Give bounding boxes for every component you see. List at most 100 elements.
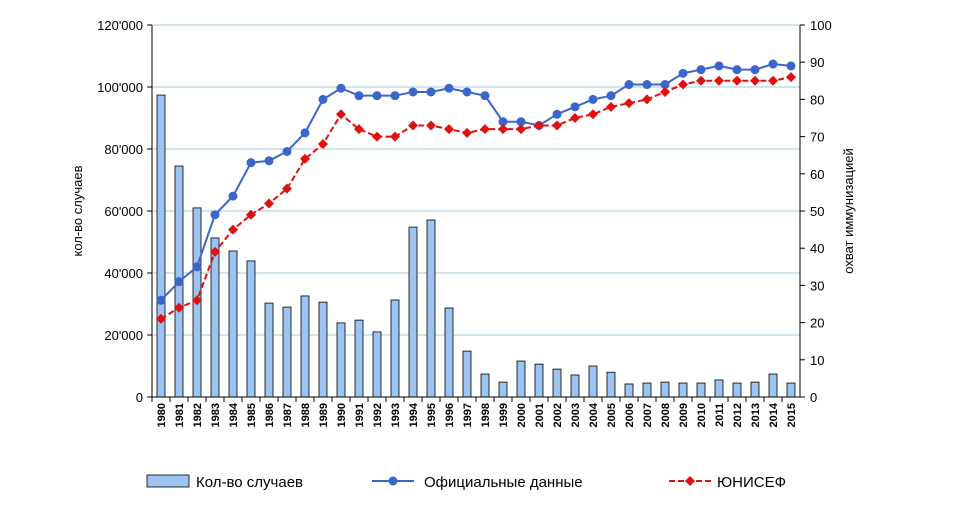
x-tick-label: 1989 [318,403,330,427]
official-point-1982 [192,262,202,272]
x-tick-label: 2013 [750,403,762,427]
official-point-1990 [336,83,346,93]
x-tick-label: 1985 [246,403,258,427]
official-point-1989 [318,94,328,104]
unicef-point-1997 [462,127,472,138]
legend-label-unicef: ЮНИСЕФ [717,474,786,491]
bar-1995 [426,219,436,398]
bar-2010 [696,382,706,398]
y-tick-label: 120'000 [97,18,143,33]
x-tick-label: 1986 [264,403,276,427]
unicef-point-1998 [480,124,490,135]
official-line [160,63,792,301]
x-tick-label: 2004 [588,402,600,427]
x-tick-label: 2012 [732,403,744,427]
bar-2012 [732,382,742,398]
official-point-2015 [786,61,796,71]
x-tick-label: 2003 [570,403,582,427]
unicef-point-2004 [588,109,598,120]
official-point-2013 [750,65,760,75]
x-tick-label: 2005 [606,403,618,427]
bar-1990 [336,322,346,398]
bar-2002 [552,368,562,398]
unicef-point-2005 [606,101,616,112]
bar-1999 [498,381,508,398]
y2-tick-label: 0 [810,390,817,405]
unicef-point-1994 [408,120,418,131]
x-tick-label: 2015 [786,403,798,427]
y-tick-label: 20'000 [104,328,143,343]
official-point-1991 [354,91,364,101]
x-tick-label: 2002 [552,403,564,427]
bar-2000 [516,360,526,398]
axes [147,24,805,402]
official-point-1992 [372,91,382,101]
official-point-1981 [174,277,184,287]
bar-1996 [444,307,454,398]
bar-1984 [228,250,238,398]
legend-bar-swatch [146,474,190,488]
bar-2001 [534,363,544,398]
y2-tick-label: 30 [810,278,824,293]
official-point-2009 [678,68,688,78]
bar-2008 [660,381,670,398]
unicef-point-2013 [750,75,760,86]
x-tick-label: 1980 [156,403,168,427]
unicef-point-2010 [696,75,706,86]
bar-series [156,94,796,398]
official-point-1998 [480,91,490,101]
official-point-2007 [642,80,652,90]
bar-2007 [642,382,652,398]
unicef-point-1986 [264,198,274,209]
bar-1993 [390,299,400,398]
y-tick-label: 100'000 [97,80,143,95]
unicef-point-2000 [516,124,526,135]
x-tick-label: 1981 [174,403,186,427]
y2-tick-label: 20 [810,316,824,331]
y2-tick-label: 50 [810,204,824,219]
legend-label-cases: Кол-во случаев [196,474,303,491]
official-point-1996 [444,83,454,93]
bar-1991 [354,319,364,398]
x-tick-label: 1982 [192,403,204,427]
bar-1985 [246,260,256,398]
x-tick-label: 2010 [696,403,708,427]
unicef-point-2008 [660,86,670,97]
bar-2011 [714,379,724,398]
x-tick-label: 1998 [480,403,492,427]
bar-1988 [300,295,310,398]
official-point-1987 [282,146,292,156]
unicef-point-1993 [390,131,400,142]
official-point-1994 [408,87,418,97]
bar-2006 [624,383,634,398]
unicef-point-1996 [444,124,454,135]
unicef-point-2014 [768,75,778,86]
unicef-point-1995 [426,120,436,131]
unicef-point-1991 [354,124,364,135]
official-point-1997 [462,87,472,97]
x-tick-label: 1999 [498,403,510,427]
x-tick-label: 2001 [534,403,546,427]
official-point-1999 [498,117,508,127]
unicef-point-1985 [246,209,256,220]
official-point-2014 [768,59,778,69]
official-point-2010 [696,65,706,75]
y2-tick-label: 60 [810,167,824,182]
unicef-point-1983 [210,246,220,257]
x-tick-label: 2000 [516,403,528,427]
x-tick-label: 2009 [678,403,690,427]
line-series [156,59,796,324]
x-tick-label: 1997 [462,403,474,427]
bar-2005 [606,371,616,398]
x-tick-label: 1993 [390,403,402,427]
bar-1997 [462,350,472,398]
official-point-1986 [264,156,274,166]
bar-2004 [588,365,598,398]
unicef-point-1984 [228,224,238,235]
bar-1992 [372,331,382,398]
bar-2015 [786,382,796,398]
tick-labels: 0 20'000 40'000 60'000 80'000 100'000 120'000 0… [97,18,832,427]
y-tick-label: 60'000 [104,204,143,219]
official-point-1995 [426,87,436,97]
